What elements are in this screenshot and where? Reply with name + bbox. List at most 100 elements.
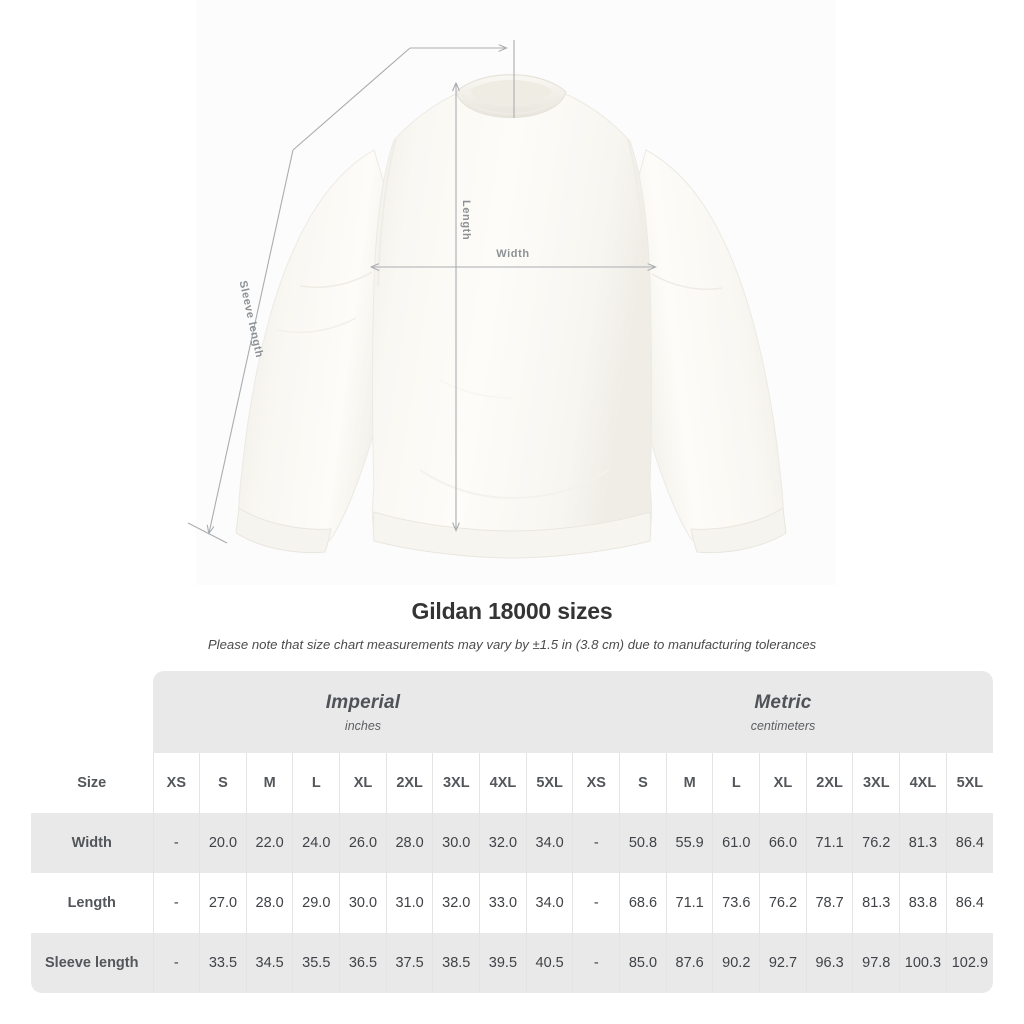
table-row: Sleeve length -33.5 34.5 35.5 36.5 37.5 38.5 39… [31,933,993,993]
cell-width-imperial-4xl: 32.0 [479,813,527,873]
cell-sleeve-length-imperial-s: 33.5 [199,933,247,993]
cell-sleeve-length-imperial-m: 34.5 [245,933,293,993]
size-column-header-xl-imperial: XL [339,753,387,813]
unit-name: Metric [754,691,812,713]
size-header-label: Size [31,753,153,813]
cell-length-imperial-xs: - [152,873,200,933]
cell-sleeve-length-metric-m: 87.6 [665,933,713,993]
cell-sleeve-length-imperial-l: 35.5 [292,933,340,993]
cell-sleeve-length-imperial-xl: 36.5 [339,933,387,993]
cell-width-imperial-s: 20.0 [199,813,247,873]
cell-sleeve-length-metric-s: 85.0 [619,933,667,993]
cell-width-imperial-l: 24.0 [292,813,340,873]
cell-sleeve-length-metric-5xl: 102.9 [945,933,993,993]
unit-header-imperial: Imperial inches [153,671,573,753]
sleeve-top-leader [292,47,411,151]
size-column-header-2xl-metric: 2XL [805,753,853,813]
cell-length-imperial-l: 29.0 [292,873,340,933]
unit-subtitle: inches [344,718,382,733]
size-column-header-5xl-metric: 5XL [945,753,993,813]
size-column-header-s-metric: S [619,753,667,813]
cell-width-imperial-xs: - [152,813,200,873]
cell-length-imperial-xl: 30.0 [339,873,387,933]
cell-width-metric-3xl: 76.2 [852,813,900,873]
size-chart-table-wrapper: Imperial inches Metric centimeters Size XS S M L… [31,671,993,993]
cell-sleeve-length-metric-l: 90.2 [712,933,760,993]
size-header-row: Size XS S M L XL 2XL 3XL 4XL 5XL XS S M L XL 2XL 3XL 4XL 5… [31,753,993,813]
size-column-header-m-metric: M [665,753,713,813]
cell-width-metric-xl: 66.0 [759,813,807,873]
cell-sleeve-length-metric-4xl: 100.3 [899,933,947,993]
cell-width-metric-l: 61.0 [712,813,760,873]
measurement-label-width: Width [31,813,153,873]
cell-length-metric-2xl: 78.7 [805,873,853,933]
cell-sleeve-length-imperial-2xl: 37.5 [385,933,433,993]
cell-length-imperial-3xl: 32.0 [432,873,480,933]
cell-sleeve-length-metric-xl: 92.7 [759,933,807,993]
cell-length-metric-s: 68.6 [619,873,667,933]
width-label: Width [496,248,529,260]
size-column-header-xl-metric: XL [759,753,807,813]
cell-length-imperial-4xl: 33.0 [479,873,527,933]
cell-width-imperial-2xl: 28.0 [385,813,433,873]
unit-system-header-row: Imperial inches Metric centimeters [31,671,993,753]
cell-width-imperial-5xl: 34.0 [525,813,573,873]
cell-width-metric-xs: - [572,813,620,873]
cell-width-imperial-xl: 26.0 [339,813,387,873]
title-block: Gildan 18000 sizes Please note that size… [0,598,1024,652]
cell-length-metric-xs: - [572,873,620,933]
cell-width-metric-2xl: 71.1 [805,813,853,873]
unit-row-spacer [31,671,153,753]
size-column-header-5xl-imperial: 5XL [525,753,573,813]
cell-length-imperial-2xl: 31.0 [385,873,433,933]
cell-width-metric-5xl: 86.4 [945,813,993,873]
cell-sleeve-length-metric-2xl: 96.3 [805,933,853,993]
length-label: Length [460,200,472,240]
cell-width-imperial-3xl: 30.0 [432,813,480,873]
table-row: Length -27.0 28.0 29.0 30.0 31.0 32.0 33.0 34.0-… [31,873,993,933]
size-column-header-xs-metric: XS [572,753,620,813]
page-title: Gildan 18000 sizes [411,598,613,624]
cell-length-imperial-s: 27.0 [199,873,247,933]
cell-width-metric-4xl: 81.3 [899,813,947,873]
sweatshirt-graphic [235,74,787,559]
cell-sleeve-length-imperial-4xl: 39.5 [479,933,527,993]
cell-length-metric-l: 73.6 [712,873,760,933]
sleeve-length-dimension-line [209,149,294,533]
cell-length-metric-4xl: 83.8 [899,873,947,933]
cell-width-metric-m: 55.9 [665,813,713,873]
size-column-header-xs-imperial: XS [152,753,200,813]
size-column-header-4xl-metric: 4XL [899,753,947,813]
unit-header-metric: Metric centimeters [572,671,993,753]
cell-length-imperial-m: 28.0 [245,873,293,933]
size-column-header-2xl-imperial: 2XL [385,753,433,813]
garment-illustration: Length Width Sleeve length [187,40,787,559]
size-column-header-l-metric: L [712,753,760,813]
size-column-header-l-imperial: L [292,753,340,813]
size-column-header-s-imperial: S [199,753,247,813]
size-column-header-m-imperial: M [245,753,293,813]
size-column-header-4xl-imperial: 4XL [479,753,527,813]
cell-width-imperial-m: 22.0 [245,813,293,873]
unit-subtitle: centimeters [750,718,816,733]
measurement-label-length: Length [31,873,153,933]
cell-sleeve-length-imperial-xs: - [152,933,200,993]
unit-name: Imperial [325,691,401,713]
cell-length-metric-m: 71.1 [665,873,713,933]
cell-sleeve-length-imperial-5xl: 40.5 [525,933,573,993]
cell-sleeve-length-metric-xs: - [572,933,620,993]
size-chart-table: Imperial inches Metric centimeters Size XS S M L… [31,671,993,993]
cell-length-metric-3xl: 81.3 [852,873,900,933]
tolerance-note: Please note that size chart measurements… [207,637,817,652]
cell-sleeve-length-metric-3xl: 97.8 [852,933,900,993]
cell-width-metric-s: 50.8 [619,813,667,873]
cell-length-metric-xl: 76.2 [759,873,807,933]
size-column-header-3xl-imperial: 3XL [432,753,480,813]
measurement-label-sleeve-length: Sleeve length [31,933,153,993]
size-column-header-3xl-metric: 3XL [852,753,900,813]
sleeve-end-tick [187,522,228,544]
cell-length-imperial-5xl: 34.0 [525,873,573,933]
table-row: Width -20.0 22.0 24.0 26.0 28.0 30.0 32.0 34.0-5… [31,813,993,873]
cell-length-metric-5xl: 86.4 [945,873,993,933]
cell-sleeve-length-imperial-3xl: 38.5 [432,933,480,993]
